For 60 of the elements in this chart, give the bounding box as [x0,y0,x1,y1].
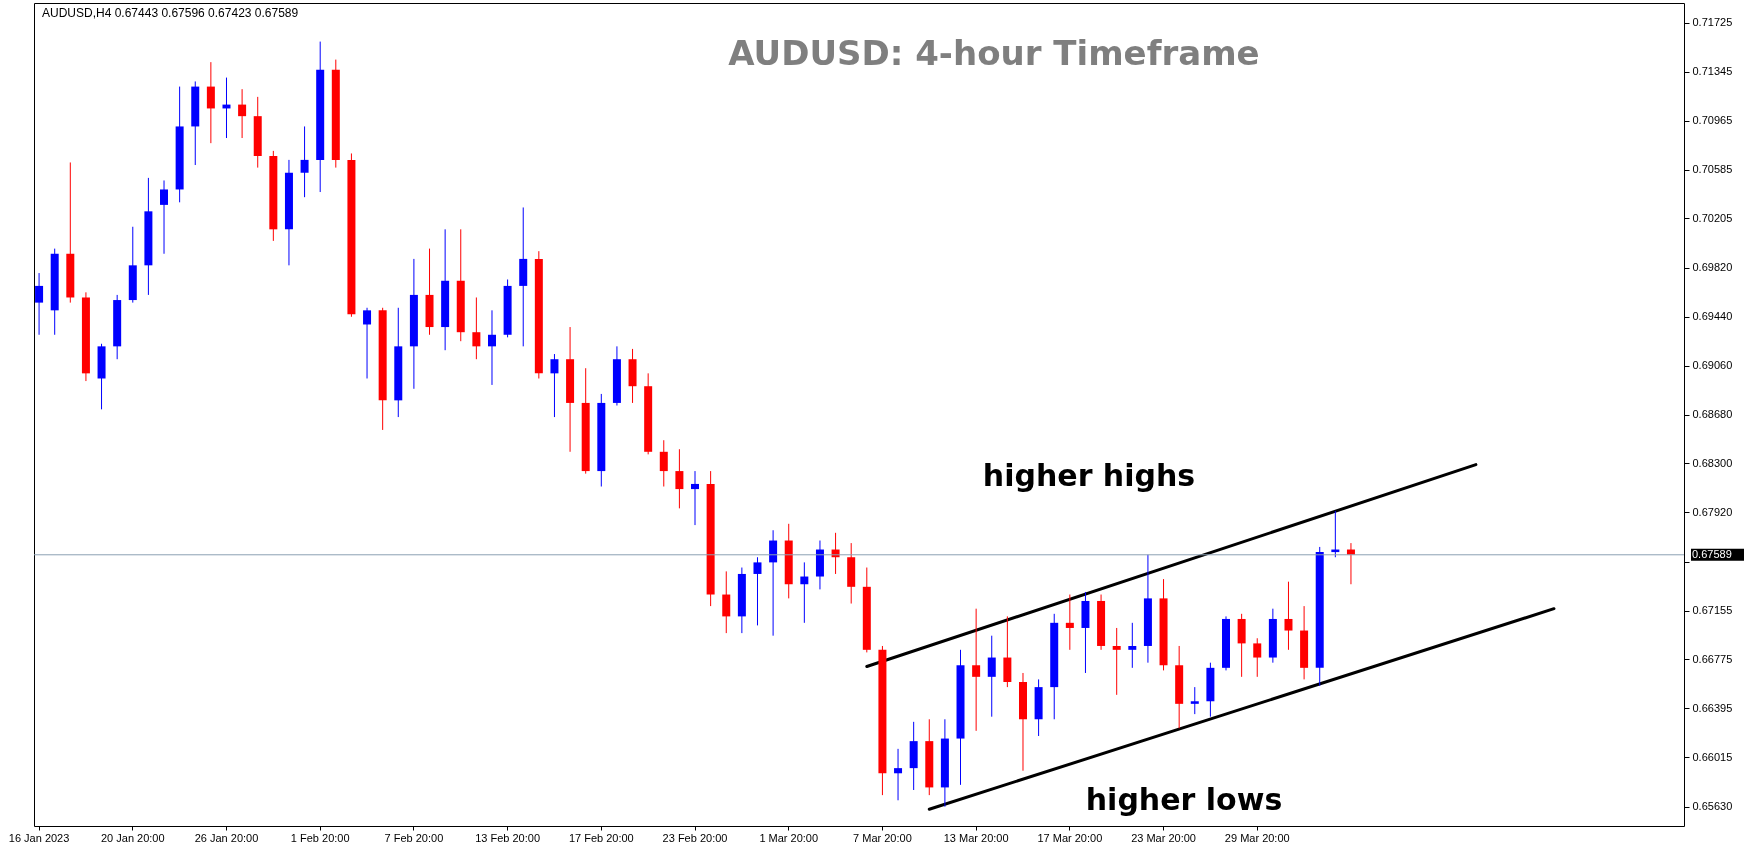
candlestick [800,561,809,624]
candlestick [35,272,44,336]
x-tick-label: 13 Feb 20:00 [475,831,541,844]
x-tick-label: 29 Mar 20:00 [1224,831,1290,844]
candlestick [894,748,903,801]
candlestick [1065,594,1074,651]
candlestick [675,448,684,509]
candlestick [722,570,731,634]
y-tick-label: 0.70205 [1692,211,1733,224]
candlestick [1190,686,1199,715]
candlestick [1128,622,1137,669]
x-tick-label: 1 Mar 20:00 [759,831,819,844]
y-tick-label: 0.65630 [1692,800,1733,813]
candlestick [987,635,996,718]
x-tick-label: 17 Mar 20:00 [1037,831,1103,844]
y-tick-label: 0.68300 [1692,456,1733,469]
candlestick [659,439,668,488]
x-tick-label: 23 Mar 20:00 [1131,831,1196,844]
y-tick-label: 0.70585 [1692,163,1733,176]
x-tick-label: 13 Mar 20:00 [943,831,1009,844]
candlestick [363,307,372,379]
x-tick-label: 20 Jan 20:00 [100,831,165,844]
y-tick-label: 0.67920 [1692,505,1733,518]
y-tick-label: 0.66775 [1692,652,1733,665]
x-tick-label: 16 Jan 2023 [8,831,70,844]
candlestick [753,556,762,626]
annotation: higher lows [1085,782,1283,817]
candlestick [972,608,981,732]
candlestick [472,296,481,360]
chart-subtitle: AUDUSD,H4 0.67443 0.67596 0.67423 0.67589 [42,6,299,20]
x-tick-label: 1 Feb 20:00 [290,831,350,844]
candlestick [1112,627,1121,696]
y-tick-label: 0.66015 [1692,750,1733,763]
annotation: higher highs [982,458,1196,493]
y-tick-label: 0.69440 [1692,310,1733,323]
y-tick-label: 0.68680 [1692,408,1733,420]
y-tick-label: 0.67155 [1692,604,1733,617]
candlestick [691,470,700,526]
candlestick [206,61,215,144]
candlestick [300,125,309,198]
y-tick-label: 0.69820 [1692,261,1733,274]
candlestick [1284,581,1293,651]
x-tick-label: 23 Feb 20:00 [662,831,728,844]
candlestick [769,529,778,637]
candlestick [550,353,559,418]
y-tick-label: 0.69060 [1692,359,1733,372]
y-tick-label: 0.70965 [1692,114,1733,127]
candlestick [487,309,496,386]
ref-line-label: 0.67589 [1692,547,1732,560]
x-tick-label: 7 Mar 20:00 [853,831,912,844]
x-tick-label: 17 Feb 20:00 [568,831,634,844]
y-tick-label: 0.71345 [1692,65,1733,78]
candlestick [1253,637,1262,678]
text: AUDUSD: 4-hour Timeframe [728,33,1260,73]
candlestick [238,88,247,139]
x-tick-label: 26 Jan 20:00 [194,831,259,844]
y-tick-label: 0.71725 [1692,16,1733,29]
y-tick-label: 0.66395 [1692,701,1733,714]
candlestick [160,179,169,255]
x-tick-label: 7 Feb 20:00 [384,831,444,844]
